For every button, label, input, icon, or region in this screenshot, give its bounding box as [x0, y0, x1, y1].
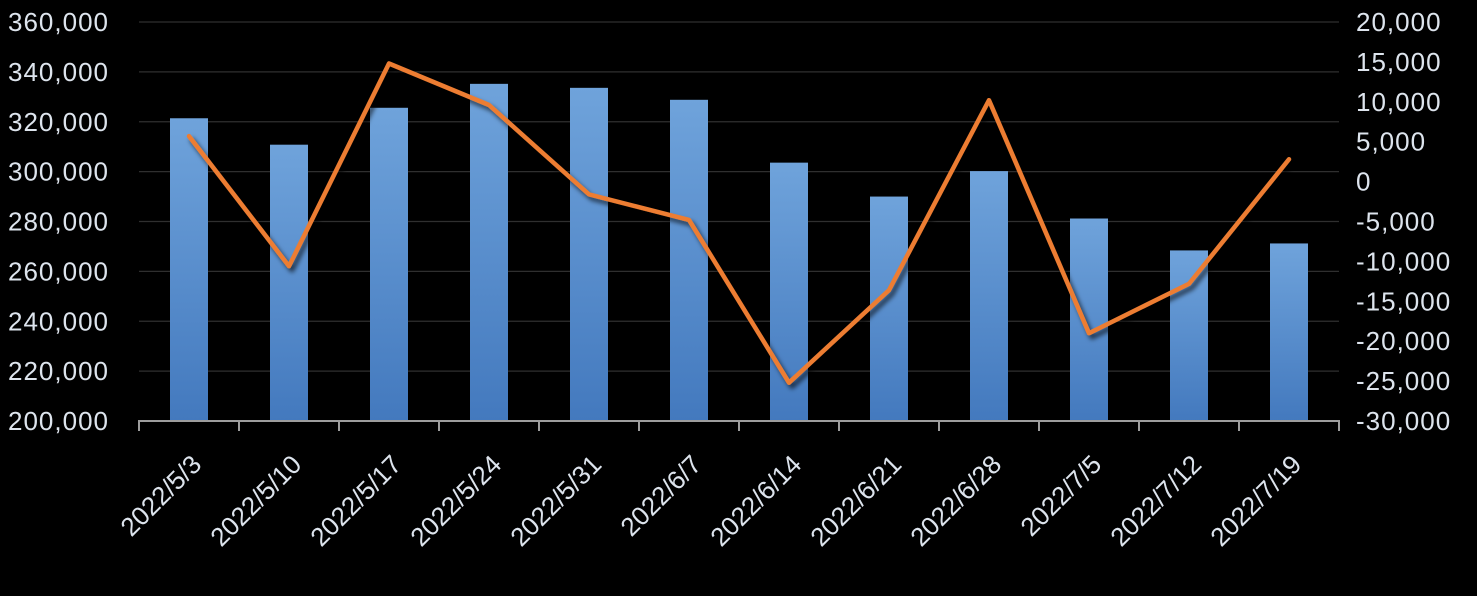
left-axis-labels: 360,000 340,000 320,000 300,000 280,000 260,0…: [8, 7, 109, 436]
right-axis-tick-label-1: 15,000: [1356, 47, 1442, 77]
bar-4: [570, 87, 608, 422]
right-axis-tick-label-7: -15,000: [1356, 286, 1451, 316]
bar-10: [1170, 250, 1208, 421]
x-axis-tick-label-6: 2022/6/14: [704, 449, 807, 552]
right-axis-labels: 20,000 15,000 10,000 5,000 0 -5,000 -10,000 -15…: [1356, 7, 1451, 436]
x-axis-tick-label-2: 2022/5/17: [304, 449, 407, 552]
right-axis-tick-label-4: 0: [1356, 167, 1371, 197]
left-axis-tick-label-3: 300,000: [8, 157, 109, 187]
left-axis-tick-label-6: 240,000: [8, 306, 109, 336]
bar-6: [770, 162, 808, 421]
bar-2: [370, 107, 408, 421]
bar-5: [670, 99, 708, 422]
left-axis-tick-label-1: 340,000: [8, 57, 109, 87]
bar-8: [970, 171, 1008, 421]
weekly-change-line: [186, 61, 1292, 385]
x-axis-tick-label-5: 2022/6/7: [614, 449, 707, 542]
x-axis-tick-label-1: 2022/5/10: [204, 449, 307, 552]
bar-7: [870, 196, 908, 421]
x-axis-tick-label-4: 2022/5/31: [504, 449, 607, 552]
bar-9: [1070, 218, 1108, 421]
x-axis-labels: 2022/5/32022/5/102022/5/172022/5/242022/…: [114, 449, 1307, 552]
bar-0: [170, 118, 208, 421]
bar-3: [470, 83, 508, 421]
x-axis-tick-label-9: 2022/7/5: [1014, 449, 1107, 542]
left-axis-tick-label-2: 320,000: [8, 107, 109, 137]
x-axis-tick-label-3: 2022/5/24: [404, 449, 507, 552]
left-axis-tick-label-8: 200,000: [8, 406, 109, 436]
left-axis-tick-label-7: 220,000: [8, 356, 109, 386]
right-axis-tick-label-0: 20,000: [1356, 7, 1442, 37]
x-axis-tick-label-0: 2022/5/3: [114, 449, 207, 542]
bars-series: [170, 83, 1308, 422]
left-axis-tick-label-4: 280,000: [8, 207, 109, 237]
right-axis-tick-label-10: -30,000: [1356, 406, 1451, 436]
x-axis-tick-label-7: 2022/6/21: [804, 449, 907, 552]
bar-1: [270, 144, 308, 421]
x-axis-line: [138, 420, 1340, 431]
x-axis-tick-label-11: 2022/7/19: [1204, 449, 1307, 552]
left-axis-tick-label-5: 260,000: [8, 256, 109, 286]
right-axis-tick-label-5: -5,000: [1356, 207, 1436, 237]
right-axis-tick-label-2: 10,000: [1356, 87, 1442, 117]
right-axis-tick-label-9: -25,000: [1356, 366, 1451, 396]
right-axis-tick-label-3: 5,000: [1356, 127, 1426, 157]
x-axis-tick-label-10: 2022/7/12: [1104, 449, 1207, 552]
gridlines: [139, 21, 1339, 372]
line-series: [186, 61, 1292, 385]
bar-11: [1270, 243, 1308, 421]
right-axis-tick-label-6: -10,000: [1356, 246, 1451, 276]
right-axis-tick-label-8: -20,000: [1356, 326, 1451, 356]
left-axis-tick-label-0: 360,000: [8, 7, 109, 37]
x-axis-tick-label-8: 2022/6/28: [904, 449, 1007, 552]
